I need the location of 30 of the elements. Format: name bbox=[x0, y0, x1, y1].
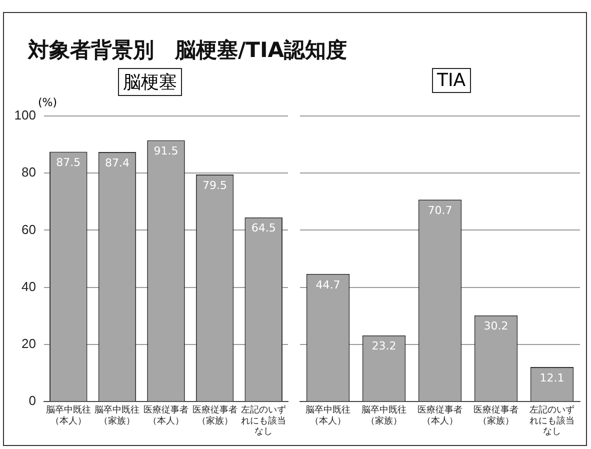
x-tick-label: 脳卒中既往（本人） bbox=[306, 404, 350, 426]
x-tick-label: 医療従事者（本人） bbox=[418, 404, 462, 426]
x-tick-label: 医療従事者（家族） bbox=[192, 404, 238, 426]
x-tick-label: 左記のいずれにも該当なし bbox=[241, 404, 286, 436]
y-tick-label: 0 bbox=[28, 393, 36, 408]
data-label: 87.5 bbox=[56, 156, 81, 170]
data-label: 23.2 bbox=[372, 340, 396, 353]
x-tick-label: 医療従事者（本人） bbox=[144, 404, 188, 426]
data-label: 12.1 bbox=[540, 371, 564, 384]
y-tick-label: 20 bbox=[22, 336, 36, 352]
data-label: 44.7 bbox=[316, 278, 340, 292]
x-tick-label: 医療従事者（家族） bbox=[474, 404, 518, 426]
x-tick-label: 脳卒中既往（本人） bbox=[46, 404, 91, 426]
data-label: 91.5 bbox=[154, 144, 178, 158]
data-label: 70.7 bbox=[428, 204, 452, 218]
x-tick-label: 脳卒中既往（家族） bbox=[362, 404, 406, 426]
y-axis-title: (%) bbox=[38, 96, 58, 109]
data-label: 64.5 bbox=[251, 222, 276, 235]
y-tick-label: 60 bbox=[22, 222, 36, 237]
x-tick-label: 左記のいずれにも該当なし bbox=[530, 404, 574, 436]
chart-title: 対象者背景別 脳梗塞/TIA認知度 bbox=[28, 37, 348, 64]
y-tick-label: 80 bbox=[22, 164, 36, 180]
chart-subtitle: TIA bbox=[432, 68, 471, 93]
data-label: 79.5 bbox=[202, 178, 228, 192]
chart-subtitle: 脳梗塞 bbox=[118, 68, 182, 96]
y-tick-label: 100 bbox=[14, 108, 36, 123]
data-label: 87.4 bbox=[104, 156, 130, 170]
x-tick-label: 脳卒中既往（家族） bbox=[94, 404, 140, 426]
y-tick-label: 40 bbox=[22, 278, 36, 294]
data-label: 30.2 bbox=[484, 320, 508, 333]
